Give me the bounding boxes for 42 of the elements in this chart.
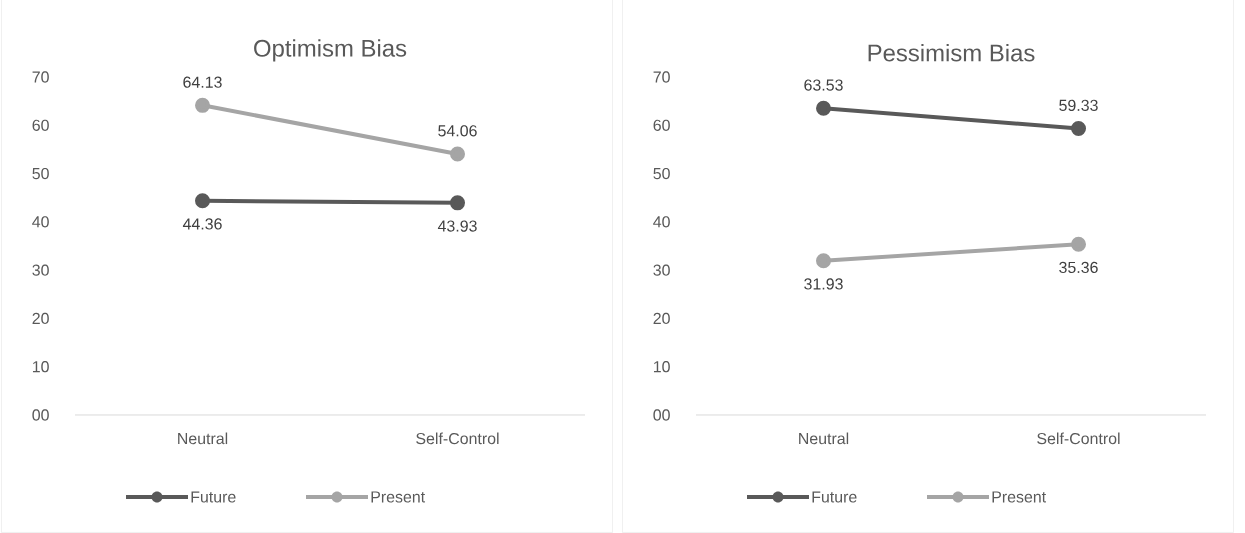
y-tick-label: 10 [653, 361, 670, 373]
point [1071, 236, 1087, 252]
y-tick-label: 60 [653, 119, 670, 131]
data-label: 59.33 [1059, 99, 1098, 111]
y-tick-label: 00 [653, 409, 670, 421]
data-label: 31.93 [804, 278, 843, 290]
legend-label: Future [191, 491, 236, 503]
legend-label: Present [371, 491, 426, 503]
point [195, 193, 211, 209]
legend-label: Present [992, 491, 1047, 503]
point [450, 195, 466, 211]
point [450, 146, 466, 162]
y-tick-label: 00 [32, 409, 49, 421]
y-tick-label: 60 [32, 119, 49, 131]
y-tick-label: 40 [653, 216, 670, 228]
legend-label: Future [812, 491, 857, 503]
y-tick-label: 70 [653, 71, 670, 83]
x-tick-label: Neutral [799, 432, 849, 445]
data-label: 63.53 [804, 79, 843, 91]
x-tick-label: Self-Control [1037, 432, 1120, 445]
y-tick-label: 10 [32, 361, 49, 373]
y-tick-label: 50 [32, 167, 49, 180]
y-tick-label: 20 [32, 312, 49, 325]
y-tick-label: 70 [32, 71, 49, 83]
data-label: 35.36 [1059, 261, 1098, 274]
y-tick-label: 20 [653, 312, 670, 325]
chart-title: Optimism Bias [254, 39, 407, 62]
point [816, 100, 832, 116]
data-label: 43.93 [437, 220, 477, 232]
y-tick-label: 30 [32, 264, 49, 276]
x-tick-label: Neutral [178, 432, 228, 445]
data-label: 44.36 [182, 218, 222, 230]
point [195, 97, 211, 113]
data-label: 54.06 [438, 125, 477, 137]
data-label: 64.13 [183, 76, 222, 88]
point [816, 253, 832, 269]
chart-title: Pessimism Bias [868, 43, 1035, 62]
y-tick-label: 50 [653, 167, 670, 180]
y-tick-label: 30 [653, 264, 670, 276]
point [1071, 121, 1087, 137]
x-tick-label: Self-Control [416, 432, 499, 445]
y-tick-label: 40 [32, 216, 49, 228]
